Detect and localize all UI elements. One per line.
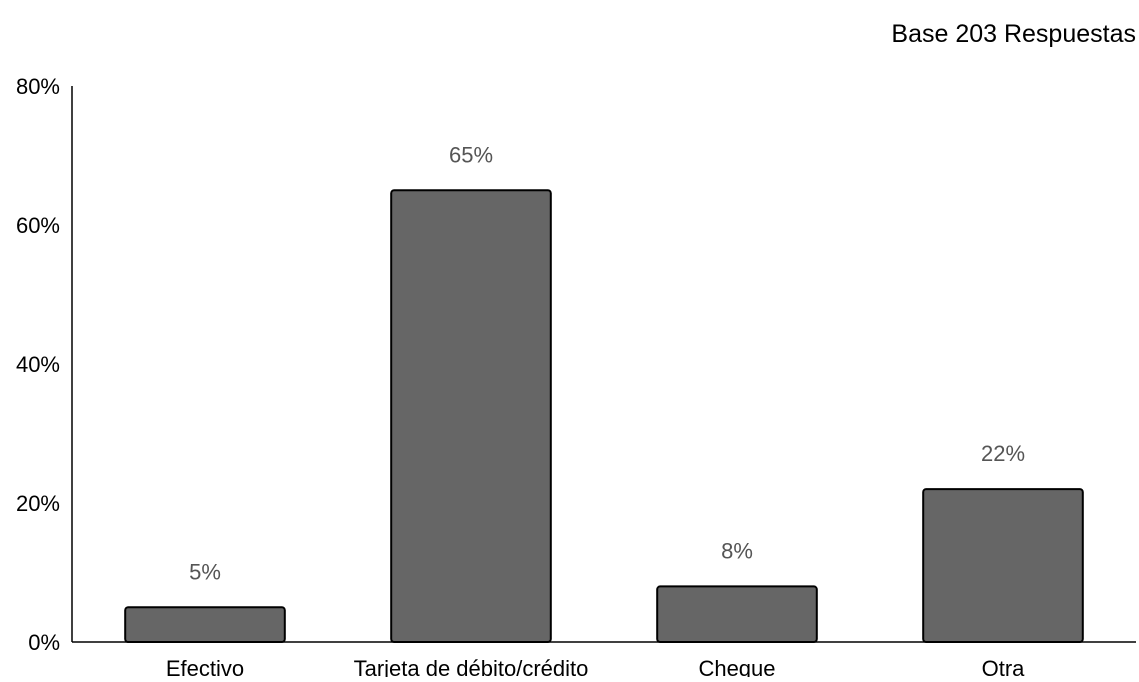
x-tick-label: Otra <box>982 656 1026 677</box>
y-axis-ticks: 0% 20% 40% 60% 80% <box>16 74 60 655</box>
y-tick-label: 40% <box>16 352 60 377</box>
data-labels: 5% 65% 8% 22% <box>189 142 1025 584</box>
y-tick-label: 80% <box>16 74 60 99</box>
data-label: 8% <box>721 538 753 563</box>
bar <box>124 606 286 643</box>
base-note: Base 203 Respuestas <box>891 20 1136 48</box>
y-tick-label: 20% <box>16 491 60 516</box>
bar <box>390 189 552 643</box>
data-label: 5% <box>189 559 221 584</box>
y-tick-label: 60% <box>16 213 60 238</box>
data-label: 65% <box>449 142 493 167</box>
data-label: 22% <box>981 441 1025 466</box>
x-tick-label: Cheque <box>698 656 775 677</box>
bar <box>656 585 818 644</box>
x-tick-label: Efectivo <box>166 656 244 677</box>
x-axis-ticks: Efectivo Tarjeta de débito/crédito Cheque O… <box>166 656 1026 681</box>
x-tick-label: Tarjeta de débito/crédito <box>354 656 589 677</box>
bars <box>124 189 1084 644</box>
y-tick-label: 0% <box>28 630 60 655</box>
bar <box>922 488 1084 643</box>
